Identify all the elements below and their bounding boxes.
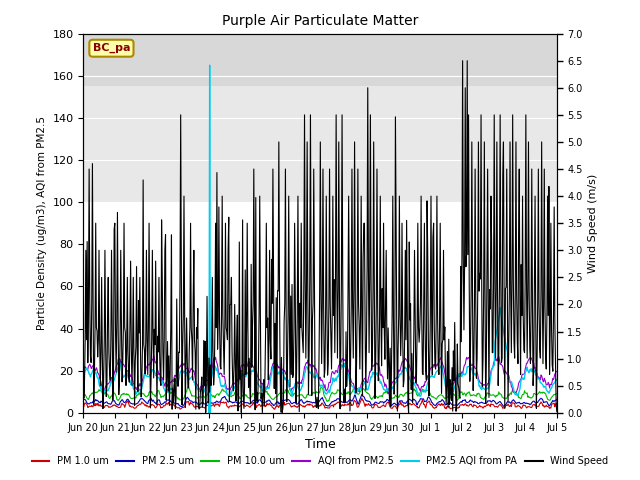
Bar [83, 34, 557, 202]
Text: BC_pa: BC_pa [93, 43, 130, 53]
X-axis label: Time: Time [305, 438, 335, 451]
Title: Purple Air Particulate Matter: Purple Air Particulate Matter [222, 14, 418, 28]
Y-axis label: Particle Density (ug/m3), AQI from PM2.5: Particle Density (ug/m3), AQI from PM2.5 [36, 116, 47, 330]
Legend: PM 1.0 um, PM 2.5 um, PM 10.0 um, AQI from PM2.5, PM2.5 AQI from PA, Wind Speed: PM 1.0 um, PM 2.5 um, PM 10.0 um, AQI fr… [28, 453, 612, 470]
Y-axis label: Wind Speed (m/s): Wind Speed (m/s) [588, 174, 598, 273]
Bar [83, 34, 557, 86]
